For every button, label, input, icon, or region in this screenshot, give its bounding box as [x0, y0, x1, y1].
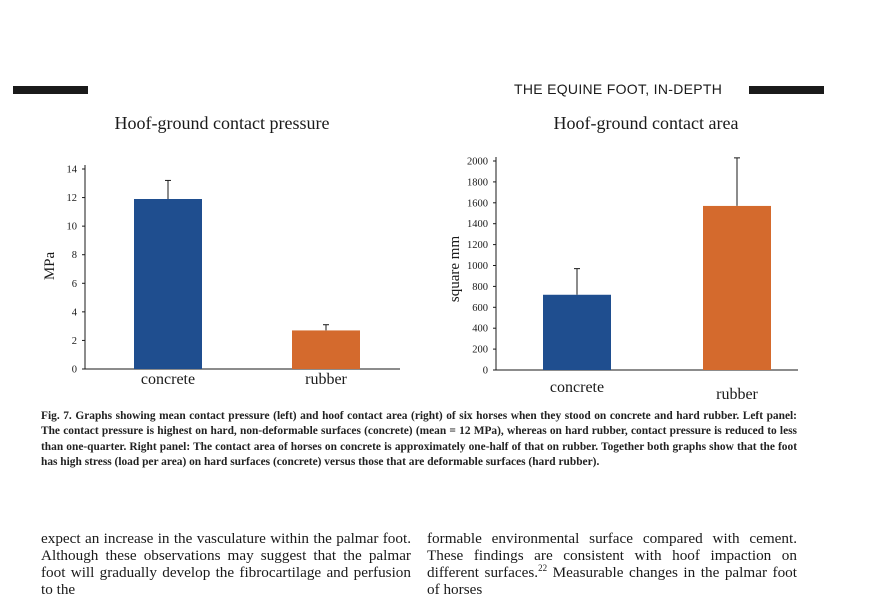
body-text-right-a: formable environmental surface compared …: [427, 530, 797, 581]
y-tick-label: 2000: [467, 157, 488, 168]
caption-text: Graphs showing mean contact pressure (le…: [41, 410, 797, 468]
y-tick-label: 1000: [467, 261, 488, 272]
y-tick-label: 1800: [467, 177, 488, 188]
running-header: THE EQUINE FOOT, IN-DEPTH: [514, 81, 723, 97]
bar-rubber: [703, 205, 771, 370]
y-tick-label: 800: [472, 282, 488, 293]
x-tick-label: concrete: [141, 371, 195, 388]
x-tick-label: rubber: [305, 371, 347, 388]
x-tick-label: rubber: [716, 386, 758, 403]
y-tick-label: 400: [472, 324, 488, 335]
reference-superscript: 22: [538, 562, 548, 573]
caption-label: Fig. 7.: [41, 410, 72, 422]
chart-title: Hoof-ground contact pressure: [115, 113, 330, 133]
y-axis-label: square mm: [447, 236, 463, 303]
x-tick-label: concrete: [550, 379, 604, 396]
y-tick-label: 14: [67, 165, 78, 176]
contact-area-chart: Hoof-ground contact area 0 200 400 600 800 100…: [447, 113, 798, 403]
body-text-right: formable environmental surface compared …: [427, 530, 797, 598]
chart-title: Hoof-ground contact area: [554, 113, 739, 133]
y-tick-label: 200: [472, 345, 488, 356]
y-tick-label: 0: [72, 365, 77, 376]
figure-caption: Fig. 7. Graphs showing mean contact pres…: [41, 409, 797, 470]
y-tick-label: 6: [72, 279, 77, 290]
contact-pressure-chart: Hoof-ground contact pressure 0 2 4 6 8 10 12 14 M…: [42, 113, 400, 388]
body-text-left: expect an increase in the vasculature wi…: [41, 530, 411, 598]
y-tick-label: 2: [72, 336, 77, 347]
header-rule-left: [13, 86, 88, 94]
bar-rubber: [292, 330, 360, 369]
y-tick-label: 1200: [467, 240, 488, 251]
y-axis-label: MPa: [42, 251, 58, 280]
y-tick-label: 12: [67, 193, 78, 204]
y-tick-label: 8: [72, 250, 77, 261]
y-tick-label: 600: [472, 303, 488, 314]
y-tick-label: 1600: [467, 198, 488, 209]
bar-concrete: [134, 199, 202, 369]
bar-concrete: [543, 294, 611, 370]
y-tick-label: 4: [72, 307, 78, 318]
header-rule-right: [749, 86, 824, 94]
y-tick-label: 1400: [467, 219, 488, 230]
y-tick-label: 0: [483, 366, 488, 377]
y-tick-label: 10: [67, 222, 78, 233]
